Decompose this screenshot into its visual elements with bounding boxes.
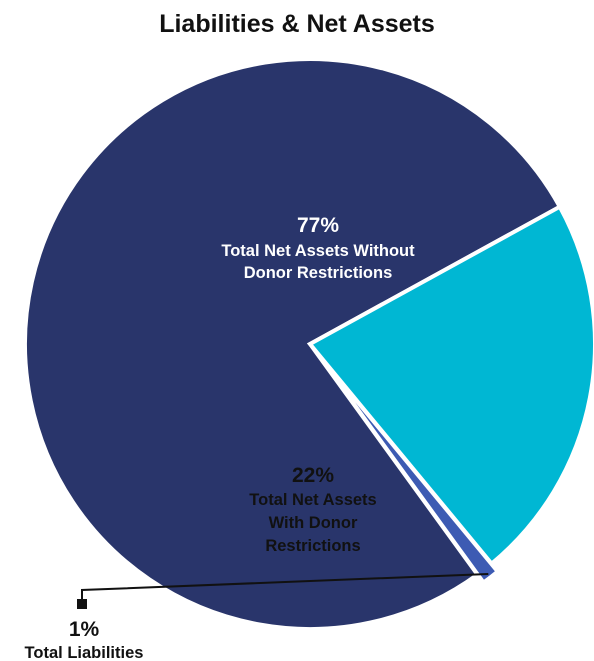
slice-name-label-with-donor-restrictions: Restrictions xyxy=(265,537,360,555)
pie-slice-total-liabilities xyxy=(314,350,501,586)
slice-value-label-with-donor-restrictions: 22% xyxy=(292,464,334,487)
chart-title: Liabilities & Net Assets xyxy=(159,10,435,38)
slice-value-label-total-liabilities: 1% xyxy=(69,618,100,641)
leader-line-total-liabilities xyxy=(81,573,489,603)
leader-lines xyxy=(77,573,489,609)
slice-name-label-with-donor-restrictions: With Donor xyxy=(269,514,358,532)
slice-name-label-without-donor-restrictions: Donor Restrictions xyxy=(244,264,393,282)
slice-name-label-without-donor-restrictions: Total Net Assets Without xyxy=(221,242,415,260)
leader-marker-total-liabilities xyxy=(77,599,87,609)
slice-value-label-without-donor-restrictions: 77% xyxy=(297,214,339,237)
slice-name-label-with-donor-restrictions: Total Net Assets xyxy=(249,491,376,509)
slice-name-label-total-liabilities: Total Liabilities xyxy=(25,644,144,661)
pie-slice-with-donor-restrictions xyxy=(306,204,594,567)
pie-slices xyxy=(22,57,594,631)
slice-labels: 77% Total Net Assets Without Donor Restric… xyxy=(25,214,416,661)
pie-slice-without-donor-restrictions xyxy=(22,57,563,631)
